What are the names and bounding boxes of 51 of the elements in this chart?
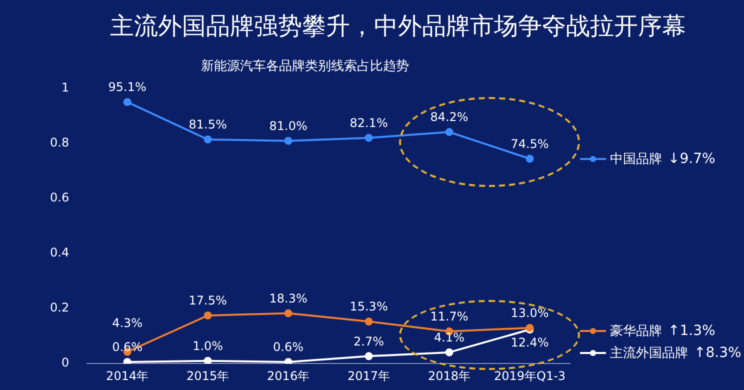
data-label: 1.0% (192, 338, 224, 353)
point (364, 134, 373, 142)
point (123, 358, 132, 364)
data-label: 11.7% (430, 310, 468, 324)
x-tick-label: 2015年 (186, 368, 230, 383)
point (284, 136, 292, 145)
data-label: 17.5% (188, 294, 227, 308)
x-tick-label: 2019年Q1-3 (494, 368, 566, 383)
legend-label: 中国品牌 (610, 150, 662, 168)
point (445, 128, 454, 136)
point (204, 311, 212, 320)
chart-title: 主流外国品牌强势攀升，中外品牌市场争夺战拉开序幕 (110, 11, 686, 42)
data-label: 13.0% (510, 306, 549, 320)
point (204, 356, 212, 364)
point (284, 358, 292, 364)
data-label: 12.4% (510, 336, 549, 350)
point (526, 154, 534, 163)
y-tick-label: 0 (61, 356, 70, 370)
data-label: 0.6% (273, 340, 304, 354)
legend-label: 豪华品牌 (610, 323, 662, 340)
x-tick-label: 2018年 (428, 368, 471, 383)
point (445, 348, 454, 356)
data-label: 18.3% (269, 291, 308, 306)
point (204, 135, 212, 144)
data-label: 84.2% (430, 110, 468, 124)
y-tick-label: 0.8 (50, 136, 70, 150)
text: ↓9.7% (668, 150, 716, 167)
data-label: 2.7% (354, 334, 384, 348)
x-tick-label: 2016年 (267, 368, 310, 383)
y-tick-label: 0.4 (50, 246, 70, 260)
data-label: 15.3% (350, 300, 388, 314)
data-label: 4.3% (112, 316, 143, 330)
data-label: 4.1% (434, 330, 465, 344)
text: ↑8.3% (694, 345, 742, 362)
chart-subtitle: 新能源汽车各品牌类别线索占比趋势 (201, 59, 409, 74)
y-tick-label: 1 (61, 80, 70, 95)
x-tick-label: 2014年 (106, 368, 149, 383)
data-label: 74.5% (510, 136, 549, 151)
data-label: 81.5% (188, 118, 227, 132)
point (364, 352, 373, 360)
text: ↑1.3% (668, 323, 716, 340)
point (123, 98, 132, 106)
y-tick-label: 0.6 (50, 190, 70, 205)
y-tick-label: 0.2 (50, 300, 70, 315)
data-label: 95.1% (108, 80, 146, 94)
point (364, 318, 373, 326)
point (284, 309, 292, 318)
data-label: 82.1% (350, 116, 388, 130)
x-tick-label: 2017年 (348, 368, 390, 383)
legend-label: 主流外国品牌 (610, 345, 688, 362)
data-label: 81.0% (269, 118, 308, 133)
